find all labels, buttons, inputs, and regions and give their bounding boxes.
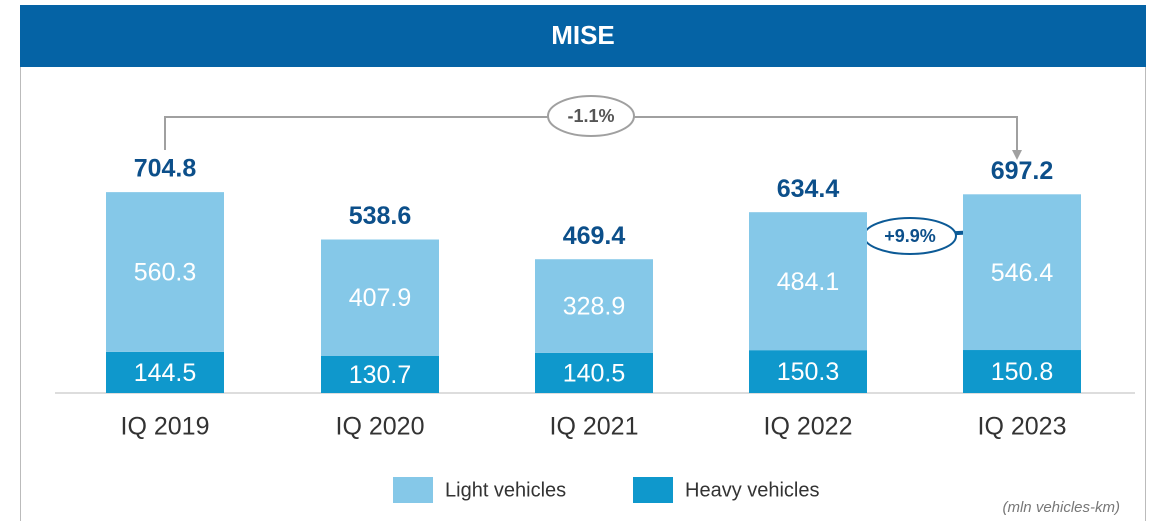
legend-label: Heavy vehicles bbox=[685, 479, 820, 501]
bar-segment bbox=[535, 352, 653, 393]
annotation: +9.9% bbox=[884, 226, 936, 246]
value-label: 150.3 bbox=[777, 358, 840, 386]
x-tick-label: IQ 2020 bbox=[336, 413, 425, 441]
total-label: 697.2 bbox=[991, 157, 1054, 185]
bracket-arrow bbox=[164, 116, 1017, 158]
value-label: 150.8 bbox=[991, 358, 1054, 386]
bar-segment bbox=[749, 212, 867, 351]
annotation: -1.1% bbox=[567, 106, 614, 126]
value-label: 130.7 bbox=[349, 361, 412, 389]
total-label: 469.4 bbox=[563, 222, 626, 250]
unit-note: (mln vehicles-km) bbox=[1002, 499, 1120, 516]
total-label: 704.8 bbox=[134, 155, 197, 183]
bar-segment bbox=[749, 350, 867, 393]
value-label: 140.5 bbox=[563, 360, 626, 388]
value-label: 546.4 bbox=[991, 259, 1054, 287]
legend-label: Light vehicles bbox=[445, 479, 566, 501]
bar-segment bbox=[321, 239, 439, 356]
value-label: 144.5 bbox=[134, 359, 197, 387]
value-label: 328.9 bbox=[563, 293, 626, 321]
x-tick-label: IQ 2023 bbox=[978, 413, 1067, 441]
bar-segment bbox=[535, 259, 653, 353]
bar-segment bbox=[963, 194, 1081, 351]
legend-swatch bbox=[633, 477, 673, 503]
x-tick-label: IQ 2021 bbox=[550, 413, 639, 441]
total-label: 634.4 bbox=[777, 175, 840, 203]
legend-swatch bbox=[393, 477, 433, 503]
x-tick-label: IQ 2022 bbox=[764, 413, 853, 441]
value-label: 560.3 bbox=[134, 259, 197, 287]
annotation-bubble bbox=[547, 95, 635, 137]
bar-segment bbox=[106, 192, 224, 352]
bar-segment bbox=[106, 351, 224, 393]
chart-title: MISE bbox=[551, 20, 615, 50]
header-bar bbox=[20, 5, 1146, 67]
value-label: 484.1 bbox=[777, 268, 840, 296]
bar-segment bbox=[321, 355, 439, 393]
x-tick-label: IQ 2019 bbox=[121, 413, 210, 441]
total-label: 538.6 bbox=[349, 202, 412, 230]
value-label: 407.9 bbox=[349, 284, 412, 312]
bar-segment bbox=[963, 350, 1081, 393]
